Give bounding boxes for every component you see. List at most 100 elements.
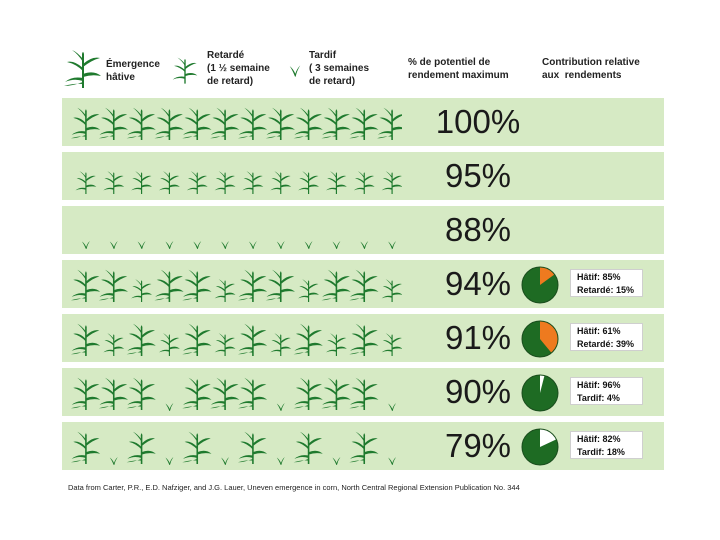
late-plant-icon <box>165 457 174 465</box>
percent-value: 79% <box>444 427 512 464</box>
percent-value: 95% <box>444 157 512 194</box>
pie-slice-late <box>540 429 557 447</box>
plants-row-3 <box>81 241 397 249</box>
late-plant-icon <box>221 457 230 465</box>
late-plant-icon <box>276 403 285 411</box>
legend-label-early: Émergence hâtive <box>106 59 160 83</box>
delayed-plant-icon <box>186 171 208 194</box>
early-plant-icon <box>237 107 268 140</box>
pie-slice-late <box>540 375 545 393</box>
percent-value: 91% <box>444 319 512 356</box>
delayed-plant-icon <box>103 171 125 194</box>
early-plant-icon <box>126 377 156 410</box>
contribution-line-1: Hâtif: 96% <box>577 380 621 390</box>
early-plant-icon <box>126 107 156 140</box>
early-plant-icon <box>98 269 128 302</box>
early-plant-icon <box>349 269 379 302</box>
early-plant-icon <box>154 269 184 302</box>
late-plant-icon <box>193 241 202 249</box>
delayed-plant-icon <box>325 333 347 356</box>
delayed-plant-icon <box>75 171 97 194</box>
plants-row-5 <box>70 323 402 356</box>
early-plant-icon <box>210 377 240 410</box>
late-plant-icon <box>388 457 397 465</box>
late-plant-icon <box>276 457 285 465</box>
delayed-plant-icon <box>298 279 320 302</box>
late-plant-icon <box>388 403 397 411</box>
early-plant-icon <box>126 431 156 464</box>
delayed-plant-icon <box>103 333 125 356</box>
delayed-plant-icon <box>270 333 292 356</box>
contribution-label: Hâtif: 96% Tardif: 4% <box>570 377 643 405</box>
contribution-line-1: Hâtif: 85% <box>577 272 621 282</box>
delayed-plant-icon <box>214 333 236 356</box>
contribution-label: Hâtif: 82% Tardif: 18% <box>570 431 643 459</box>
late-plant-icon <box>248 241 257 249</box>
plants-row-2 <box>75 171 402 194</box>
delayed-plant-icon <box>381 279 402 302</box>
early-plant-icon <box>70 431 101 464</box>
early-plant-icon <box>321 377 351 410</box>
contribution-label: Hâtif: 85% Retardé: 15% <box>570 269 643 297</box>
early-plant-icon <box>182 323 212 356</box>
row-5: 91% Hâtif: 61% Retardé: 39% <box>62 314 664 362</box>
plants-row-6 <box>70 377 397 411</box>
early-plant-icon <box>237 431 268 464</box>
row-3: 88% <box>62 206 664 254</box>
delayed-plant-icon <box>270 171 292 194</box>
delayed-plant-icon <box>158 171 180 194</box>
early-plant-icon <box>237 377 268 410</box>
late-plant-icon <box>288 64 302 83</box>
delayed-plant-icon <box>214 279 236 302</box>
plants-row-1 <box>70 107 402 140</box>
early-plant-icon <box>265 107 295 140</box>
early-plant-icon <box>237 269 268 302</box>
early-plant-icon <box>293 323 323 356</box>
plants-row-7 <box>70 431 397 465</box>
contribution-line-2: Retardé: 15% <box>577 285 635 295</box>
late-plant-icon <box>137 241 146 249</box>
delayed-plant-icon <box>325 171 347 194</box>
early-plant-icon <box>64 48 102 93</box>
delayed-plant-icon <box>353 171 375 194</box>
early-plant-icon <box>70 269 101 302</box>
delayed-plant-icon <box>158 333 180 356</box>
late-plant-icon <box>360 241 369 249</box>
contribution-label: Hâtif: 61% Retardé: 39% <box>570 323 643 351</box>
late-plant-icon <box>276 241 285 249</box>
early-plant-icon <box>349 323 379 356</box>
early-plant-icon <box>126 323 156 356</box>
early-plant-icon <box>182 269 212 302</box>
header-potential: % de potentiel de rendement maximum <box>408 57 509 81</box>
percent-value: 94% <box>444 265 512 302</box>
early-plant-icon <box>154 107 184 140</box>
pie-outline <box>521 266 559 304</box>
early-plant-icon <box>265 269 295 302</box>
contribution-pie <box>521 374 559 412</box>
late-plant-icon <box>388 241 397 249</box>
header-contribution: Contribution relative aux rendements <box>542 57 640 81</box>
contribution-pie <box>521 428 559 466</box>
delayed-plant-icon <box>214 171 236 194</box>
contribution-line-1: Hâtif: 61% <box>577 326 621 336</box>
pie-outline <box>521 428 559 466</box>
early-plant-icon <box>349 107 379 140</box>
early-plant-icon <box>182 377 212 410</box>
late-plant-icon <box>332 457 341 465</box>
early-plant-icon <box>98 377 128 410</box>
early-plant-icon <box>293 431 323 464</box>
early-plant-icon <box>182 431 212 464</box>
delayed-plant-icon <box>242 171 264 194</box>
late-plant-icon <box>221 241 230 249</box>
pie-slice-delayed <box>540 321 558 353</box>
source-footnote: Data from Carter, P.R., E.D. Nafziger, a… <box>68 483 520 492</box>
late-plant-icon <box>165 241 174 249</box>
delayed-plant-icon <box>381 333 402 356</box>
plants-row-4 <box>70 269 402 302</box>
late-plant-icon <box>165 403 174 411</box>
contribution-line-1: Hâtif: 82% <box>577 434 621 444</box>
contribution-line-2: Tardif: 18% <box>577 447 625 457</box>
early-plant-icon <box>210 107 240 140</box>
row-6: 90% Hâtif: 96% Tardif: 4% <box>62 368 664 416</box>
late-plant-icon <box>109 241 118 249</box>
